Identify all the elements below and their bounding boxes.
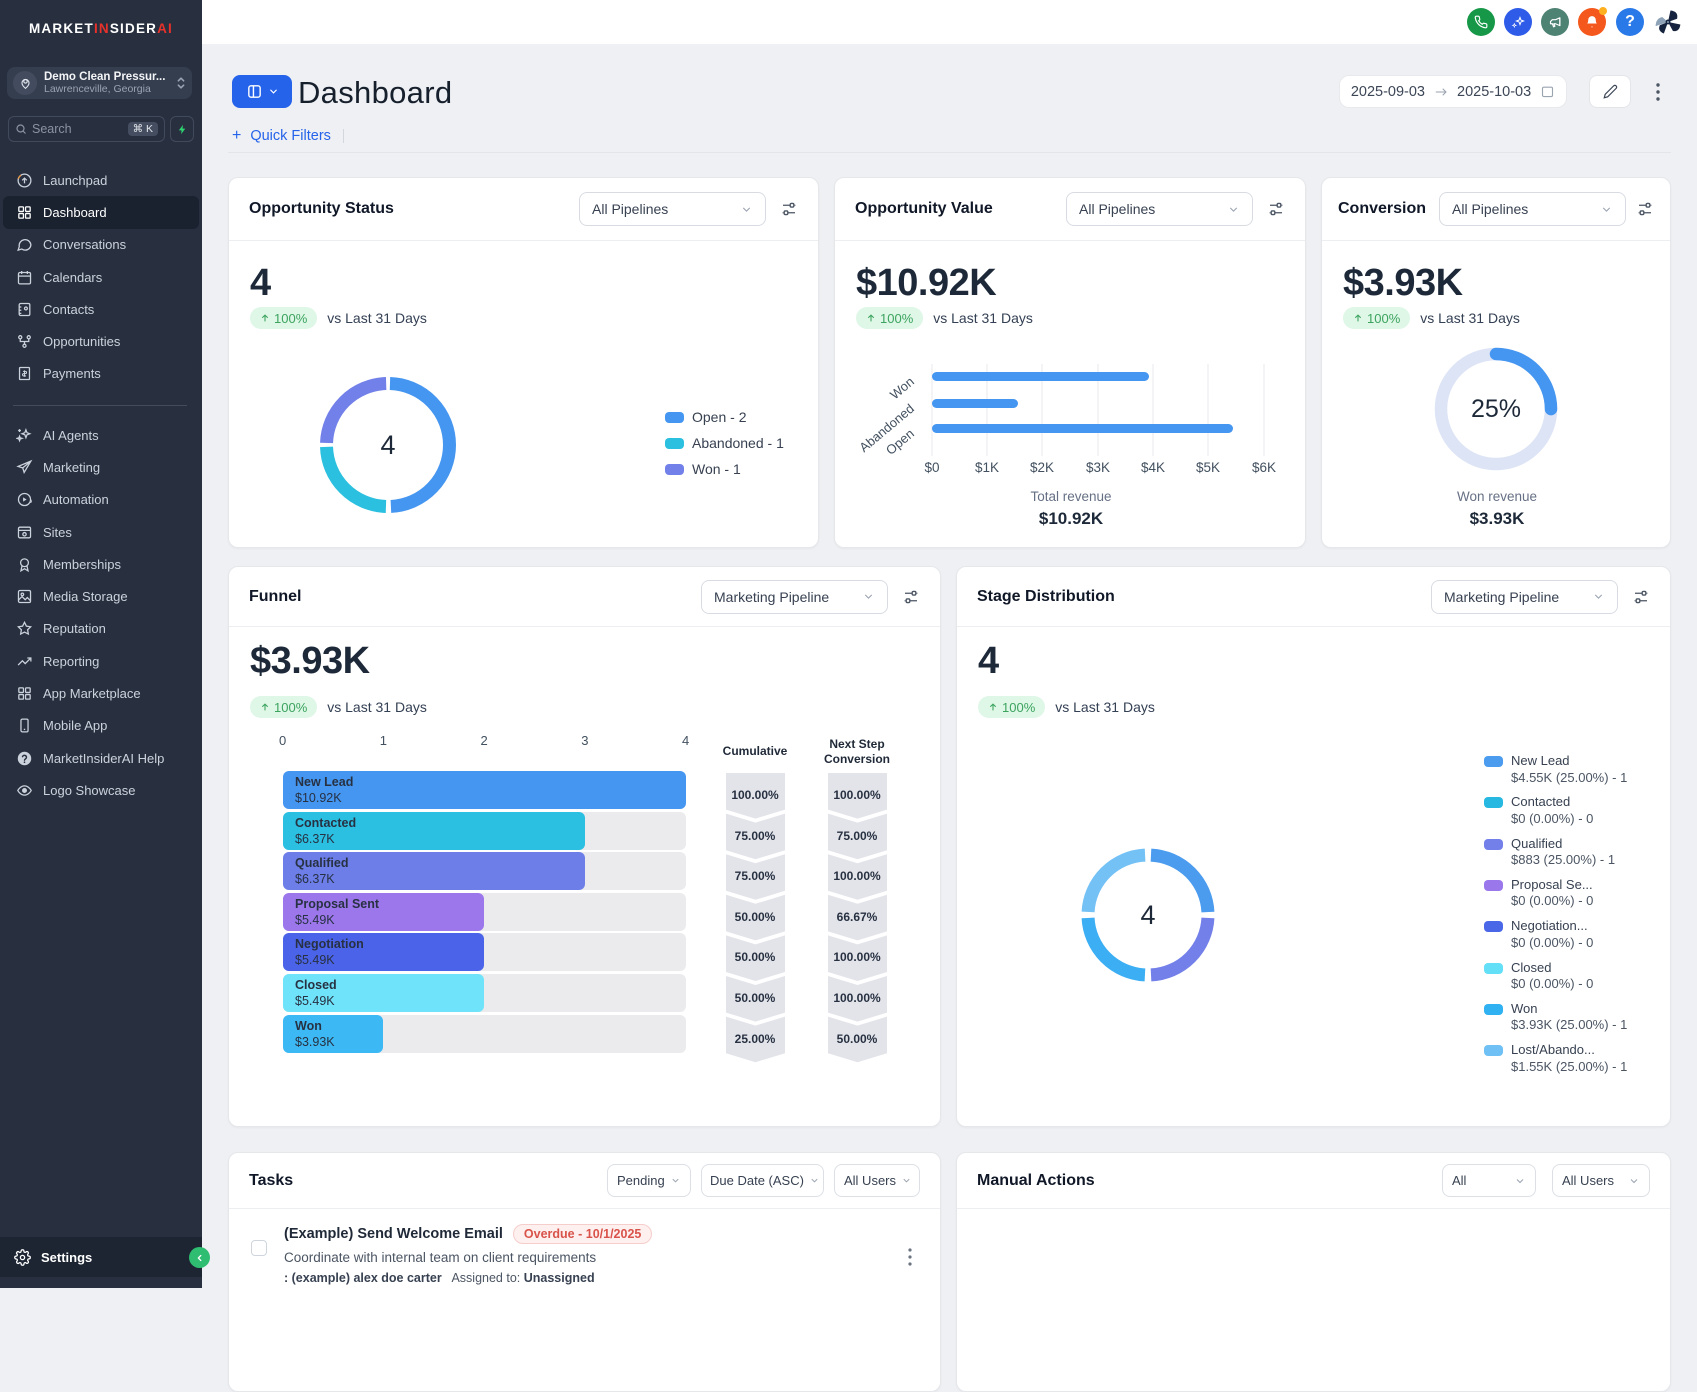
svg-text:4: 4 [1140,900,1155,930]
svg-text:$2K: $2K [1030,460,1054,475]
svg-text:$1K: $1K [975,460,999,475]
svg-text:Won: Won [887,374,917,403]
svg-text:$6K: $6K [1252,460,1276,475]
svg-text:4: 4 [380,430,395,460]
svg-text:$3K: $3K [1086,460,1110,475]
svg-text:$4K: $4K [1141,460,1165,475]
svg-text:$5K: $5K [1196,460,1220,475]
svg-text:25%: 25% [1471,395,1521,423]
svg-text:$0: $0 [924,460,939,475]
